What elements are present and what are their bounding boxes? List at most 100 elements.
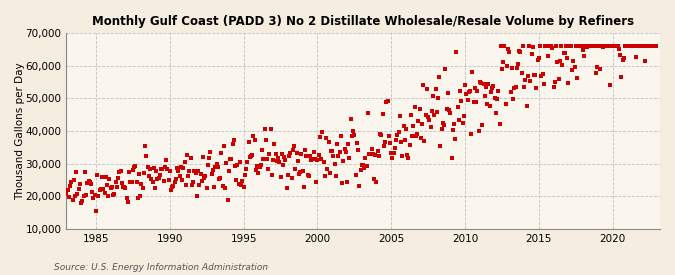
- Point: [89, 193, 100, 197]
- Point: [77, 199, 88, 204]
- Point: [137, 186, 148, 191]
- Point: [325, 149, 336, 153]
- Point: [195, 172, 206, 176]
- Point: [142, 165, 153, 169]
- Point: [605, 82, 616, 87]
- Point: [136, 182, 147, 186]
- Point: [540, 44, 551, 49]
- Point: [232, 163, 243, 167]
- Point: [530, 73, 541, 77]
- Point: [563, 81, 574, 85]
- Point: [68, 178, 79, 182]
- Point: [436, 127, 447, 131]
- Point: [250, 168, 261, 173]
- Point: [225, 156, 236, 161]
- Point: [539, 82, 549, 86]
- Point: [617, 57, 628, 62]
- Point: [167, 184, 178, 189]
- Point: [261, 138, 271, 143]
- Point: [624, 44, 635, 49]
- Point: [562, 56, 572, 60]
- Point: [146, 177, 157, 182]
- Point: [493, 89, 504, 93]
- Point: [269, 142, 279, 147]
- Point: [500, 101, 511, 106]
- Point: [595, 67, 606, 72]
- Point: [349, 133, 360, 137]
- Point: [327, 149, 338, 154]
- Point: [81, 193, 92, 197]
- Point: [290, 167, 300, 171]
- Point: [572, 76, 583, 80]
- Point: [584, 44, 595, 49]
- Point: [506, 66, 517, 70]
- Point: [410, 134, 421, 138]
- Point: [101, 175, 111, 180]
- Point: [280, 157, 291, 162]
- Point: [647, 44, 657, 49]
- Point: [180, 183, 191, 188]
- Point: [445, 111, 456, 116]
- Point: [373, 149, 383, 153]
- Point: [587, 44, 597, 49]
- Point: [72, 192, 83, 196]
- Point: [468, 100, 479, 104]
- Point: [606, 44, 617, 49]
- Point: [348, 129, 358, 133]
- Point: [223, 169, 234, 173]
- Point: [645, 44, 656, 49]
- Point: [401, 127, 412, 131]
- Point: [365, 152, 376, 156]
- Point: [153, 176, 164, 181]
- Point: [615, 53, 626, 57]
- Point: [242, 160, 252, 164]
- Point: [171, 166, 182, 170]
- Point: [644, 44, 655, 49]
- Point: [588, 44, 599, 49]
- Point: [130, 164, 140, 169]
- Point: [454, 118, 464, 123]
- Point: [219, 144, 230, 148]
- Point: [533, 56, 544, 60]
- Point: [345, 116, 356, 121]
- Point: [144, 167, 155, 171]
- Point: [636, 44, 647, 49]
- Point: [304, 153, 315, 158]
- Point: [487, 86, 497, 91]
- Point: [611, 44, 622, 49]
- Point: [259, 127, 270, 131]
- Point: [428, 94, 439, 98]
- Point: [131, 180, 142, 184]
- Point: [380, 140, 391, 145]
- Point: [359, 166, 370, 170]
- Point: [228, 138, 239, 143]
- Point: [274, 159, 285, 164]
- Point: [439, 122, 450, 127]
- Point: [512, 62, 523, 67]
- Point: [443, 107, 454, 112]
- Point: [449, 122, 460, 127]
- Point: [367, 152, 378, 156]
- Point: [339, 147, 350, 151]
- Point: [281, 185, 292, 190]
- Point: [87, 190, 98, 194]
- Point: [134, 172, 144, 176]
- Point: [244, 155, 255, 159]
- Point: [440, 67, 451, 72]
- Point: [117, 185, 128, 189]
- Point: [318, 160, 329, 164]
- Point: [209, 185, 219, 189]
- Point: [98, 187, 109, 192]
- Point: [62, 188, 73, 192]
- Point: [400, 138, 410, 142]
- Point: [593, 44, 603, 49]
- Point: [265, 127, 276, 132]
- Point: [162, 167, 173, 171]
- Point: [467, 69, 478, 74]
- Point: [536, 74, 547, 78]
- Point: [403, 156, 414, 161]
- Point: [526, 52, 537, 57]
- Point: [273, 156, 284, 161]
- Point: [533, 58, 543, 62]
- Title: Monthly Gulf Coast (PADD 3) No 2 Distillate Wholesale/Resale Volume by Refiners: Monthly Gulf Coast (PADD 3) No 2 Distill…: [92, 15, 634, 28]
